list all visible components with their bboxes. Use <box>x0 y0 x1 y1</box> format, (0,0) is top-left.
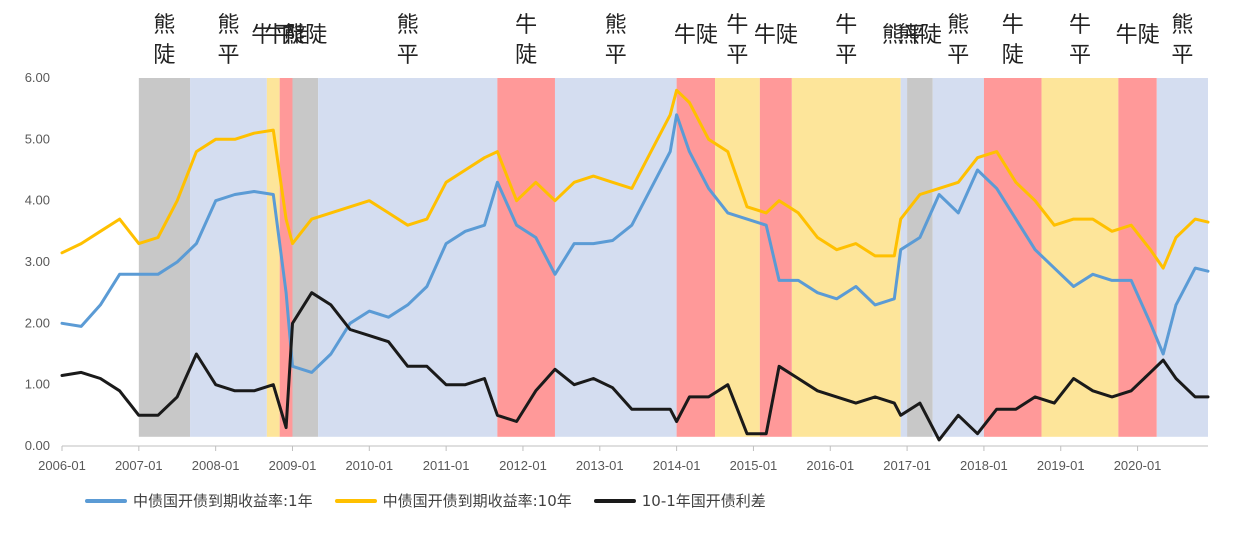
x-tick-label-7: 2013-01 <box>576 458 624 473</box>
phase-label-10-1: 陡 <box>776 23 798 48</box>
phase-label-11-0: 牛 <box>835 13 857 38</box>
phase-label-16-0: 牛 <box>1069 13 1091 38</box>
phase-label-4-1: 陡 <box>305 23 327 48</box>
phase-label-18-0: 熊 <box>1171 13 1193 38</box>
x-tick-label-8: 2014-01 <box>653 458 701 473</box>
series-line-2 <box>60 291 1210 442</box>
phase-band-18 <box>1156 78 1208 437</box>
phase-band-9 <box>715 78 760 437</box>
legend-item-2: 10-1年国开债利差 <box>593 490 766 511</box>
y-tick-label-4: 4.00 <box>25 193 50 208</box>
phase-label-7-1: 平 <box>605 43 627 68</box>
x-tick-label-1: 2007-01 <box>115 458 163 473</box>
phase-label-0-1: 陡 <box>153 43 175 68</box>
x-tick-label-4: 2010-01 <box>345 458 393 473</box>
axes: 0.00 1.00 2.00 3.00 4.00 5.00 6.00 2006-01 2007-… <box>25 70 1208 473</box>
y-tick-label-3: 3.00 <box>25 254 50 269</box>
series-lines <box>60 88 1210 442</box>
phase-label-1-0: 熊 <box>217 13 239 38</box>
x-tick-label-2: 2008-01 <box>192 458 240 473</box>
legend-label-0: 中债国开债到期收益率:1年 <box>133 492 313 510</box>
phase-label-14-0: 熊 <box>947 13 969 38</box>
x-tick-label-6: 2012-01 <box>499 458 547 473</box>
x-tick-label-0: 2006-01 <box>38 458 86 473</box>
y-tick-label-5: 5.00 <box>25 131 50 146</box>
phase-band-13 <box>907 78 933 437</box>
y-tick-label-2: 2.00 <box>25 315 50 330</box>
phase-label-12-1: 平 <box>904 23 926 48</box>
phase-label-0-0: 熊 <box>153 13 175 38</box>
phase-label-6-0: 牛 <box>515 13 537 38</box>
phase-label-2-0: 牛 <box>251 23 273 48</box>
x-tick-label-12: 2018-01 <box>960 458 1008 473</box>
phase-label-13-1: 陡 <box>920 23 942 48</box>
legend-label-1: 中债国开债到期收益率:10年 <box>382 492 572 510</box>
x-tick-label-14: 2020-01 <box>1114 458 1162 473</box>
x-tick-label-11: 2017-01 <box>883 458 931 473</box>
legend-swatch-2 <box>593 498 636 503</box>
phase-band-4 <box>292 78 319 437</box>
phase-label-17-1: 陡 <box>1138 23 1160 48</box>
phase-band-16 <box>1041 78 1119 437</box>
phase-band-7 <box>554 78 677 437</box>
legend-swatch-1 <box>334 498 377 503</box>
phase-label-14-1: 平 <box>947 43 969 68</box>
y-tick-label-0: 0.00 <box>25 438 50 453</box>
phase-labels: 熊陡熊平牛 平牛 陡熊陡熊平牛陡熊平牛陡牛平牛陡牛平熊 平熊陡熊平牛陡牛平牛陡熊平 <box>153 13 1193 68</box>
legend-item-1: 中债国开债到期收益率:10年 <box>334 490 572 511</box>
legend: 中债国开债到期收益率:1年 中债国开债到期收益率:10年 10-1年国开债利差 <box>85 490 766 511</box>
phase-label-7-0: 熊 <box>605 13 627 38</box>
phase-label-2-1: 平 <box>273 23 295 48</box>
phase-label-5-1: 平 <box>397 43 419 68</box>
phase-label-13-0: 熊 <box>898 23 920 48</box>
legend-item-0: 中债国开债到期收益率:1年 <box>85 490 313 511</box>
phase-label-15-1: 陡 <box>1002 43 1024 68</box>
phase-label-11-1: 平 <box>835 43 857 68</box>
phase-label-1-1: 平 <box>217 43 239 68</box>
x-tick-label-5: 2011-01 <box>423 458 470 473</box>
legend-swatch-0 <box>85 498 127 503</box>
x-tick-label-9: 2015-01 <box>730 458 778 473</box>
phase-band-17 <box>1118 78 1157 437</box>
phase-band-3 <box>279 78 293 437</box>
x-tick-label-13: 2019-01 <box>1037 458 1085 473</box>
phase-label-12-0: 熊 <box>882 23 904 48</box>
phase-label-9-1: 平 <box>726 43 748 68</box>
phase-label-18-1: 平 <box>1171 43 1193 68</box>
series-line-0 <box>60 113 1210 374</box>
phase-label-5-0: 熊 <box>397 13 419 38</box>
x-tick-label-10: 2016-01 <box>806 458 854 473</box>
phase-label-9-0: 牛 <box>726 13 748 38</box>
phase-label-8-0: 牛 <box>674 23 696 48</box>
phase-band-5 <box>318 78 498 437</box>
x-tick-label-3: 2009-01 <box>269 458 317 473</box>
phase-band-2 <box>266 78 280 437</box>
phase-label-16-1: 平 <box>1069 43 1091 68</box>
phase-label-15-0: 牛 <box>1002 13 1024 38</box>
phase-label-3-1: 陡 <box>286 23 308 48</box>
phase-band-14 <box>932 78 984 437</box>
phase-band-15 <box>983 78 1042 437</box>
series-line-1 <box>60 88 1210 270</box>
phase-label-17-0: 牛 <box>1116 23 1138 48</box>
phase-label-3-0: 牛 <box>264 23 286 48</box>
phase-label-4-0: 熊 <box>283 23 305 48</box>
phase-label-6-1: 陡 <box>515 43 537 68</box>
phase-bands <box>138 78 1208 437</box>
phase-label-10-0: 牛 <box>754 23 776 48</box>
y-tick-label-1: 1.00 <box>25 377 50 392</box>
y-tick-label-6: 6.00 <box>25 70 50 85</box>
phase-band-12 <box>900 78 908 437</box>
phase-label-8-1: 陡 <box>696 23 718 48</box>
legend-label-2: 10-1年国开债利差 <box>641 492 766 510</box>
